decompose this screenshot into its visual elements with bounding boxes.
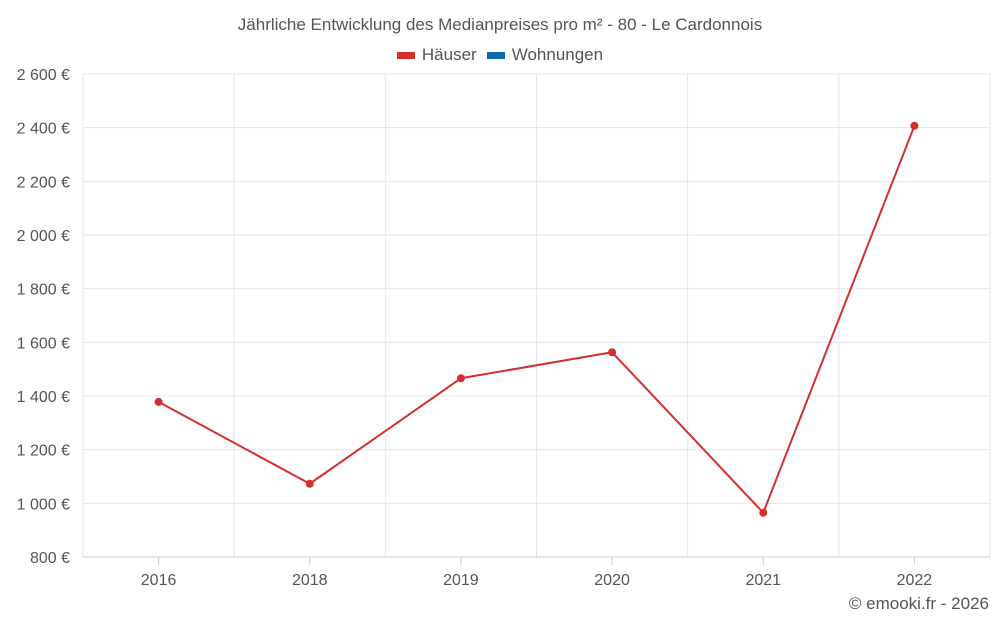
legend-swatch-wohnungen [486,51,505,59]
y-tick-label: 800 € [30,550,70,567]
chart-title: Jährliche Entwicklung des Medianpreises … [237,15,763,34]
data-point [608,348,617,357]
y-tick-label: 1 200 € [17,443,70,460]
y-tick-label: 1 000 € [17,496,70,513]
data-point [910,121,919,130]
legend-label-haeuser: Häuser [421,45,477,64]
legend-item-wohnungen[interactable]: Wohnungen [486,45,604,65]
legend-item-haeuser[interactable]: Häuser [396,45,477,65]
data-point [305,479,314,488]
data-point [759,508,768,517]
x-tick-label: 2020 [594,572,630,589]
x-tick-label: 2019 [443,572,479,589]
legend-label-wohnungen: Wohnungen [511,45,604,64]
data-point [456,374,465,383]
y-tick-label: 1 800 € [17,282,70,299]
y-tick-label: 2 400 € [17,121,70,138]
y-tick-label: 1 600 € [17,335,70,352]
series-layer [154,121,919,517]
data-point [154,397,163,406]
y-tick-label: 2 200 € [17,174,70,191]
grid [82,73,991,557]
x-tick-label: 2021 [745,572,781,589]
x-tick-label: 2016 [141,572,177,589]
y-tick-label: 1 400 € [17,389,70,406]
y-tick-label: 2 600 € [17,67,70,84]
axes: 800 € 1 000 € 1 200 € 1 400 € 1 600 € 1 800 €… [17,67,990,589]
chart-legend: Häuser Wohnungen [0,45,1000,65]
legend-swatch-haeuser [396,51,415,59]
series-line-0 [158,125,916,514]
y-tick-label: 2 000 € [17,228,70,245]
x-tick-label: 2022 [897,572,933,589]
credit-text: © emooki.fr - 2026 [848,594,989,613]
x-tick-label: 2018 [292,572,328,589]
